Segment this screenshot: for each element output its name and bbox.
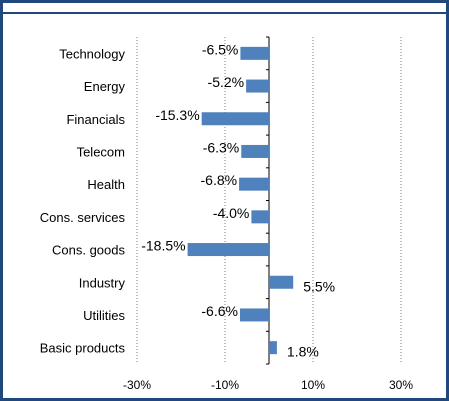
plot-area: Technology -6.5% Energy -5.2% Financials -15.…: [40, 36, 413, 392]
bar: [201, 112, 269, 126]
category-label: Basic products: [40, 341, 126, 356]
bar: [241, 144, 269, 158]
data-label: -4.0%: [213, 205, 250, 221]
category-label: Cons. goods: [52, 243, 125, 258]
bar: [239, 308, 269, 322]
category-label: Energy: [84, 79, 126, 94]
data-label: -6.8%: [201, 172, 238, 188]
category-label: Telecom: [77, 144, 125, 159]
bar: [187, 243, 269, 257]
bar: [269, 341, 277, 355]
bar: [240, 46, 269, 60]
x-tick-label: 30%: [389, 378, 413, 392]
data-label: -18.5%: [141, 238, 185, 254]
bar: [269, 275, 294, 289]
data-label: 5.5%: [303, 278, 335, 294]
x-tick-label: -10%: [211, 378, 239, 392]
bar: [239, 177, 269, 191]
bar: [251, 210, 269, 224]
category-label: Technology: [59, 46, 125, 61]
category-label: Financials: [66, 112, 125, 127]
category-label: Industry: [79, 275, 126, 290]
data-label: 1.8%: [287, 344, 319, 360]
data-label: -5.2%: [208, 74, 245, 90]
data-label: -6.3%: [203, 139, 240, 155]
category-label: Health: [87, 177, 125, 192]
category-label: Cons. services: [40, 210, 126, 225]
bar: [246, 79, 269, 93]
x-tick-label: 10%: [301, 378, 325, 392]
data-label: -6.5%: [202, 41, 239, 57]
data-label: -6.6%: [201, 303, 238, 319]
category-label: Utilities: [83, 308, 125, 323]
data-label: -15.3%: [155, 107, 199, 123]
x-tick-label: -30%: [123, 378, 151, 392]
